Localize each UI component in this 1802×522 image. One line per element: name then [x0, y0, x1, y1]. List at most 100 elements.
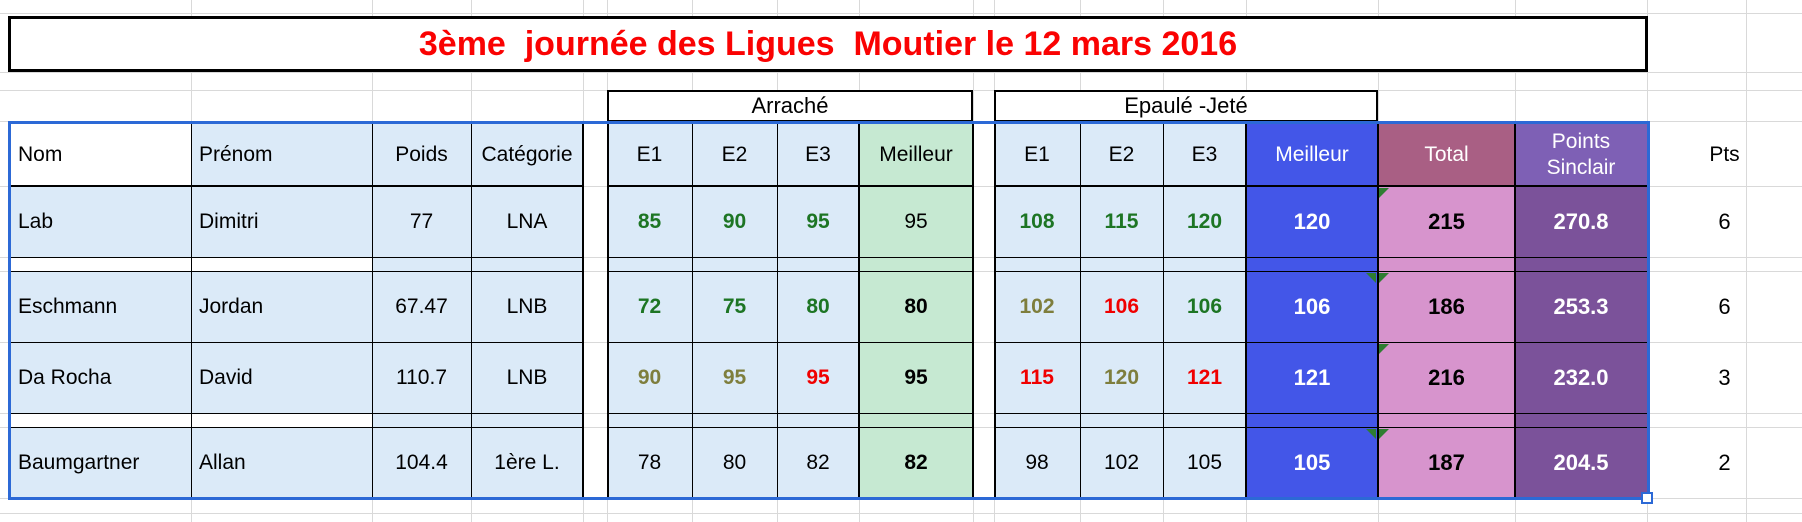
- cell-epaule-e1[interactable]: 108: [994, 186, 1080, 257]
- cell-pts[interactable]: 3: [1718, 365, 1731, 390]
- cell-nom[interactable]: Da Rocha: [18, 366, 112, 389]
- group-header-arrache[interactable]: Arraché: [607, 90, 973, 122]
- group-header-epaule-jete[interactable]: Epaulé -Jeté: [994, 90, 1378, 122]
- sinclair-header-fill: [1515, 123, 1647, 186]
- comment-triangle: [1366, 273, 1376, 283]
- header-categorie[interactable]: Catégorie: [481, 143, 573, 166]
- cell-arrache-meilleur[interactable]: 80: [859, 271, 973, 342]
- header-pts[interactable]: Pts: [1709, 143, 1740, 166]
- cell-epaule-e1[interactable]: 115: [994, 342, 1080, 413]
- cell-arrache-meilleur[interactable]: 95: [859, 186, 973, 257]
- header-nom[interactable]: Nom: [18, 143, 63, 166]
- cell-categorie[interactable]: LNB: [506, 295, 548, 318]
- attempt-value: 95: [806, 210, 830, 233]
- selection-fill-handle[interactable]: [1641, 492, 1653, 504]
- cell-prenom[interactable]: David: [199, 366, 253, 389]
- cell-epaule-e3[interactable]: 120: [1163, 186, 1246, 257]
- cell-arrache-e1[interactable]: 72: [607, 271, 692, 342]
- header-arrache-e1[interactable]: E1: [636, 143, 663, 166]
- cell-points-sinclair[interactable]: 270.8: [1553, 209, 1609, 234]
- cell-epaule-e1[interactable]: 98: [994, 427, 1080, 498]
- cell-prenom[interactable]: Dimitri: [199, 210, 259, 233]
- cell-arrache-meilleur[interactable]: 95: [859, 342, 973, 413]
- cell-border: [10, 413, 583, 414]
- cell-epaule-meilleur[interactable]: 121: [1293, 365, 1331, 390]
- attempt-value: 98: [1025, 451, 1049, 474]
- cell-arrache-e2[interactable]: 95: [692, 342, 777, 413]
- cell-epaule-e2[interactable]: 106: [1080, 271, 1163, 342]
- cell-pts[interactable]: 6: [1718, 294, 1731, 319]
- attempt-value: 80: [806, 295, 830, 318]
- attempt-value: 106: [1186, 295, 1223, 318]
- cell-points-sinclair[interactable]: 204.5: [1553, 450, 1609, 475]
- cell-total[interactable]: 216: [1428, 365, 1465, 390]
- cell-prenom[interactable]: Jordan: [199, 295, 264, 318]
- cell-categorie[interactable]: LNA: [506, 210, 548, 233]
- attempt-value: 102: [1103, 451, 1140, 474]
- header-epaule-e1[interactable]: E1: [1024, 143, 1050, 166]
- cell-arrache-e2[interactable]: 80: [692, 427, 777, 498]
- attempt-value: 106: [1103, 295, 1140, 318]
- cell-pts[interactable]: 2: [1718, 450, 1731, 475]
- cell-categorie[interactable]: 1ère L.: [494, 451, 560, 474]
- cell-poids[interactable]: 77: [409, 210, 434, 233]
- cell-border: [582, 123, 584, 498]
- cell-epaule-e1[interactable]: 102: [994, 271, 1080, 342]
- cell-epaule-meilleur[interactable]: 120: [1293, 209, 1331, 234]
- header-epaule-e2[interactable]: E2: [1108, 143, 1135, 166]
- attempt-value: 108: [1019, 210, 1055, 233]
- attempt-value: 105: [1186, 451, 1223, 474]
- attempt-value: 75: [722, 295, 747, 318]
- cell-arrache-e2[interactable]: 75: [692, 271, 777, 342]
- header-arrache-meilleur[interactable]: Meilleur: [879, 143, 953, 166]
- header-arrache-e3[interactable]: E3: [805, 143, 831, 166]
- header-points-sinclair[interactable]: Points Sinclair: [1546, 129, 1616, 179]
- cell-epaule-e3[interactable]: 106: [1163, 271, 1246, 342]
- total-header-fill: [1378, 123, 1515, 186]
- cell-epaule-e3[interactable]: 121: [1163, 342, 1246, 413]
- header-total[interactable]: Total: [1424, 143, 1469, 166]
- cell-nom[interactable]: Lab: [18, 210, 54, 233]
- cell-poids[interactable]: 110.7: [396, 366, 447, 389]
- cell-arrache-e3[interactable]: 95: [777, 342, 859, 413]
- cell-categorie[interactable]: LNB: [506, 366, 548, 389]
- cell-arrache-e2[interactable]: 90: [692, 186, 777, 257]
- cell-pts[interactable]: 6: [1718, 209, 1731, 234]
- cell-border: [1163, 123, 1164, 498]
- cell-prenom[interactable]: Allan: [199, 451, 246, 474]
- cell-nom[interactable]: Eschmann: [18, 295, 118, 318]
- cell-total[interactable]: 186: [1428, 294, 1465, 319]
- cell-arrache-meilleur[interactable]: 82: [859, 427, 973, 498]
- cell-border: [994, 342, 1647, 343]
- cell-epaule-meilleur[interactable]: 106: [1293, 294, 1331, 319]
- header-epaule-e3[interactable]: E3: [1191, 143, 1218, 166]
- cell-total[interactable]: 187: [1428, 450, 1465, 475]
- sheet-title[interactable]: 3ème journée des Ligues Moutier le 12 ma…: [8, 16, 1648, 72]
- cell-arrache-e1[interactable]: 78: [607, 427, 692, 498]
- gridline: [0, 13, 1802, 14]
- cell-poids[interactable]: 104.4: [395, 451, 448, 474]
- cell-nom[interactable]: Baumgartner: [18, 451, 140, 474]
- header-epaule-meilleur[interactable]: Meilleur: [1275, 143, 1349, 166]
- cell-arrache-e3[interactable]: 82: [777, 427, 859, 498]
- cell-arrache-e3[interactable]: 95: [777, 186, 859, 257]
- best-value: 82: [904, 451, 928, 474]
- cell-epaule-meilleur[interactable]: 105: [1293, 450, 1331, 475]
- cell-epaule-e2[interactable]: 115: [1080, 186, 1163, 257]
- header-arrache-e2[interactable]: E2: [721, 143, 748, 166]
- cell-arrache-e3[interactable]: 80: [777, 271, 859, 342]
- cell-border: [858, 123, 860, 498]
- cell-points-sinclair[interactable]: 232.0: [1553, 365, 1609, 390]
- cell-border: [10, 185, 583, 187]
- gridline: [0, 498, 1802, 499]
- header-prenom[interactable]: Prénom: [199, 143, 273, 166]
- cell-arrache-e1[interactable]: 85: [607, 186, 692, 257]
- cell-epaule-e2[interactable]: 102: [1080, 427, 1163, 498]
- cell-points-sinclair[interactable]: 253.3: [1553, 294, 1609, 319]
- cell-arrache-e1[interactable]: 90: [607, 342, 692, 413]
- header-poids[interactable]: Poids: [395, 143, 448, 166]
- cell-epaule-e2[interactable]: 120: [1080, 342, 1163, 413]
- cell-poids[interactable]: 67.47: [395, 295, 448, 318]
- cell-total[interactable]: 215: [1428, 209, 1465, 234]
- cell-epaule-e3[interactable]: 105: [1163, 427, 1246, 498]
